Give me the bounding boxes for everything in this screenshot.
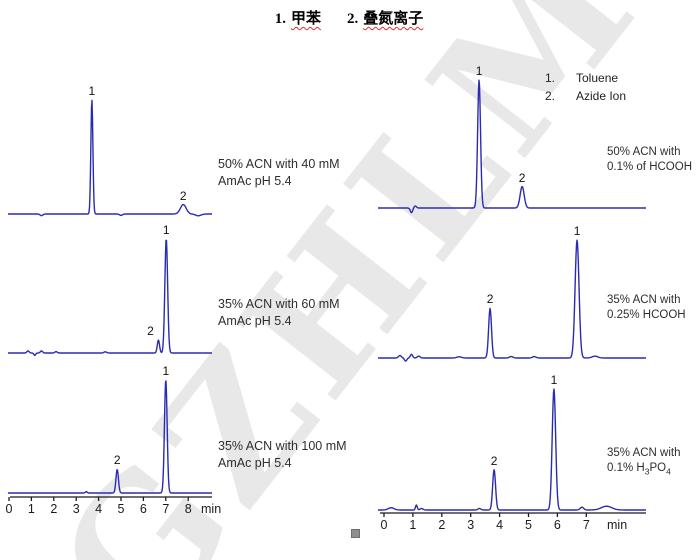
peak-label-2: 2 — [486, 292, 494, 307]
legend-item-toluene: 1. Toluene — [545, 71, 626, 85]
peak-label-1: 1 — [475, 64, 483, 79]
peak-label-2: 2 — [179, 188, 187, 203]
condition-label-left-middle: 35% ACN with 60 mM AmAc pH 5.4 — [218, 296, 340, 329]
title-item1-number: 1. — [274, 11, 286, 27]
legend-item-number: 2. — [545, 89, 556, 103]
condition-line: 35% ACN with 100 mM — [218, 439, 347, 453]
trace-path — [7, 239, 213, 356]
figure-title: 1. 甲苯 2. 叠氮离子 — [0, 7, 698, 28]
condition-label-left-bottom: 35% ACN with 100 mM AmAc pH 5.4 — [218, 438, 347, 471]
legend-item-label: Toluene — [576, 71, 619, 85]
condition-label-right-top: 50% ACN with 0.1% of HCOOH — [607, 145, 692, 175]
condition-line: 0.1% H3PO4 — [607, 462, 671, 477]
peak-label-1: 1 — [573, 224, 581, 239]
x-axis-tick-label: 1 — [409, 518, 416, 532]
chromatogram-left-bottom: 0 1 2 3 4 5 6 7 8 min — [6, 380, 221, 516]
x-axis-unit-label: min — [201, 502, 221, 516]
condition-label-left-top: 50% ACN with 40 mM AmAc pH 5.4 — [218, 156, 340, 189]
legend-item-number: 1. — [545, 71, 556, 85]
trace-path — [7, 380, 213, 494]
x-axis-tick-label: 3 — [73, 502, 80, 516]
condition-label-right-bottom: 35% ACN with 0.1% H3PO4 — [607, 446, 681, 478]
legend-item-azide-ion: 2. Azide Ion — [545, 89, 626, 103]
condition-line: AmAc pH 5.4 — [218, 173, 292, 188]
condition-line: 50% ACN with 40 mM — [218, 157, 340, 171]
x-axis-tick-label: 2 — [438, 518, 445, 532]
condition-line: 35% ACN with — [607, 447, 681, 459]
peak-label-2: 2 — [518, 170, 526, 185]
legend: 1. Toluene 2. Azide Ion — [545, 71, 626, 107]
x-axis-tick-label: 7 — [583, 518, 590, 532]
x-axis-tick-label: 6 — [554, 518, 561, 532]
peak-label-1: 1 — [162, 363, 170, 378]
peak-label-2: 2 — [147, 324, 154, 339]
condition-line: AmAc pH 5.4 — [218, 313, 292, 328]
chromatogram-panel-right-bottom: 0 1 2 3 4 5 6 7 min 2 1 — [377, 372, 650, 536]
x-axis-tick-label: 7 — [162, 502, 169, 516]
condition-label-right-middle: 35% ACN with 0.25% HCOOH — [607, 293, 686, 323]
trace-path — [377, 388, 647, 511]
x-axis-tick-label: 5 — [118, 502, 125, 516]
x-axis-tick-label: 5 — [525, 518, 532, 532]
chromatogram-right-bottom: 0 1 2 3 4 5 6 7 min — [377, 388, 647, 532]
peak-label-2: 2 — [490, 453, 498, 468]
x-axis-unit-label: min — [607, 518, 627, 532]
condition-line: AmAc pH 5.4 — [218, 455, 292, 470]
x-axis-tick-label: 0 — [6, 502, 13, 516]
peak-label-2: 2 — [113, 453, 121, 468]
title-item2-number: 2. — [347, 11, 359, 27]
peak-label-1: 1 — [550, 373, 558, 388]
title-item1-text: 甲苯 — [290, 11, 321, 27]
x-axis-tick-label: 4 — [95, 502, 102, 516]
condition-line: 50% ACN with — [607, 146, 681, 158]
x-axis-tick-label: 1 — [28, 502, 35, 516]
trace-path — [7, 99, 213, 217]
chromatogram-left-top — [7, 99, 213, 217]
x-axis-tick-label: 0 — [381, 518, 388, 532]
x-axis-tick-label: 3 — [467, 518, 474, 532]
chromatogram-right-top — [377, 79, 647, 214]
trace-path — [377, 79, 647, 214]
condition-line: 35% ACN with — [607, 294, 681, 306]
chromatogram-panel-left-bottom: 0 1 2 3 4 5 6 7 8 min 2 1 — [6, 363, 222, 521]
condition-line: 0.25% HCOOH — [607, 309, 686, 322]
chromatogram-right-middle — [377, 239, 647, 362]
x-axis-tick-label: 4 — [496, 518, 503, 532]
selection-handle — [351, 529, 360, 538]
x-axis-tick-label: 6 — [140, 502, 147, 516]
legend-item-label: Azide Ion — [576, 89, 627, 103]
peak-label-1: 1 — [162, 222, 170, 237]
peak-label-1: 1 — [88, 83, 96, 98]
x-axis-tick-label: 8 — [185, 502, 192, 516]
title-item2-text: 叠氮离子 — [363, 11, 424, 27]
x-axis-tick-label: 2 — [50, 502, 57, 516]
trace-path — [377, 239, 647, 362]
condition-line: 0.1% of HCOOH — [607, 161, 692, 174]
condition-line: 35% ACN with 60 mM — [218, 297, 340, 311]
chromatogram-left-middle — [7, 239, 213, 356]
